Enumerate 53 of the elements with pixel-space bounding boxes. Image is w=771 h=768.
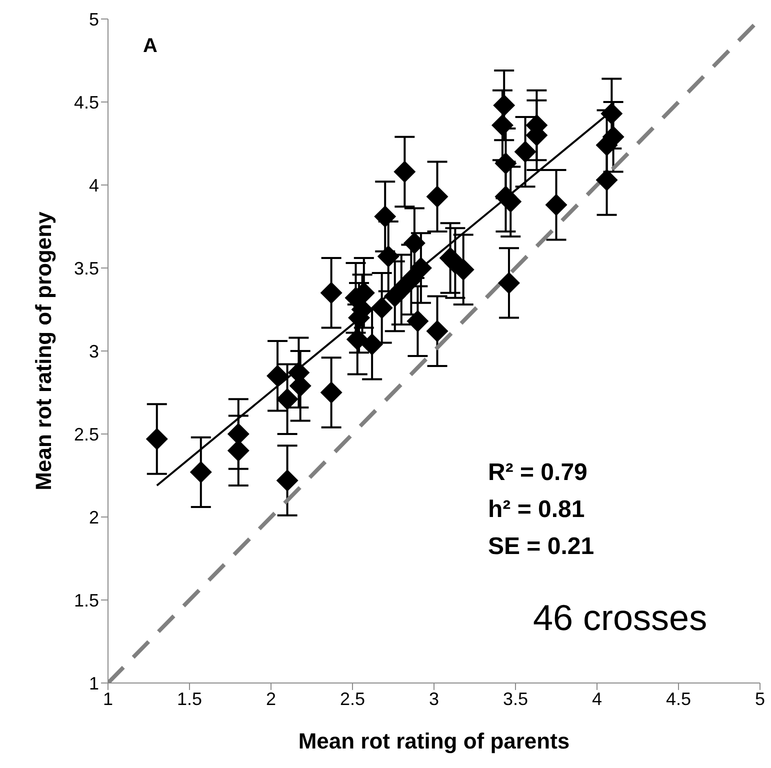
y-tick-label: 1 — [88, 673, 99, 694]
point — [491, 114, 514, 136]
point — [390, 278, 412, 301]
point — [514, 140, 536, 163]
point — [426, 320, 448, 342]
annotation: A — [143, 35, 158, 57]
point — [410, 257, 432, 279]
point — [320, 282, 342, 304]
point — [493, 94, 516, 116]
point — [600, 102, 623, 125]
x-tick-label: 5 — [754, 688, 766, 709]
x-tick-label: 3 — [428, 688, 440, 709]
x-tick-label: 3.5 — [502, 688, 528, 709]
y-tick-label: 3 — [88, 341, 99, 362]
x-tick-label: 2 — [266, 688, 276, 709]
x-axis-title: Mean rot rating of parents — [298, 728, 570, 754]
point — [596, 169, 618, 192]
annotation: R² = 0.79 — [488, 459, 588, 486]
x-tick-label: 4 — [592, 688, 602, 709]
annotation: h² = 0.81 — [488, 496, 585, 523]
y-tick-label: 4.5 — [74, 92, 99, 112]
point — [190, 461, 212, 484]
point — [320, 382, 342, 404]
annotation: SE = 0.21 — [488, 533, 594, 560]
point — [276, 388, 298, 410]
point — [146, 428, 168, 450]
point — [494, 152, 517, 174]
y-tick-label: 1.5 — [74, 590, 99, 610]
y-tick-label: 4 — [88, 175, 99, 196]
x-tick-label: 1 — [102, 688, 114, 709]
point — [361, 333, 384, 356]
point — [374, 206, 396, 228]
point — [377, 245, 400, 268]
x-tick-label: 2.5 — [340, 688, 366, 709]
y-tick-label: 2.5 — [74, 424, 99, 444]
point — [426, 186, 448, 208]
y-axis-title: Mean rot rating of progeny — [30, 210, 56, 490]
annotation: 46 crosses — [533, 597, 708, 638]
point — [498, 272, 520, 294]
x-tick-label: 4.5 — [666, 688, 692, 709]
x-tick-label: 1.5 — [176, 688, 202, 709]
y-tick-label: 5 — [88, 9, 99, 30]
point — [406, 310, 429, 332]
point — [266, 364, 289, 387]
y-tick-label: 2 — [88, 507, 99, 528]
point — [403, 232, 426, 254]
point — [370, 296, 393, 319]
point — [400, 268, 422, 291]
point — [545, 194, 568, 216]
point — [276, 469, 298, 492]
point — [394, 160, 416, 183]
point — [500, 190, 522, 213]
y-tick-label: 3.5 — [74, 258, 99, 278]
